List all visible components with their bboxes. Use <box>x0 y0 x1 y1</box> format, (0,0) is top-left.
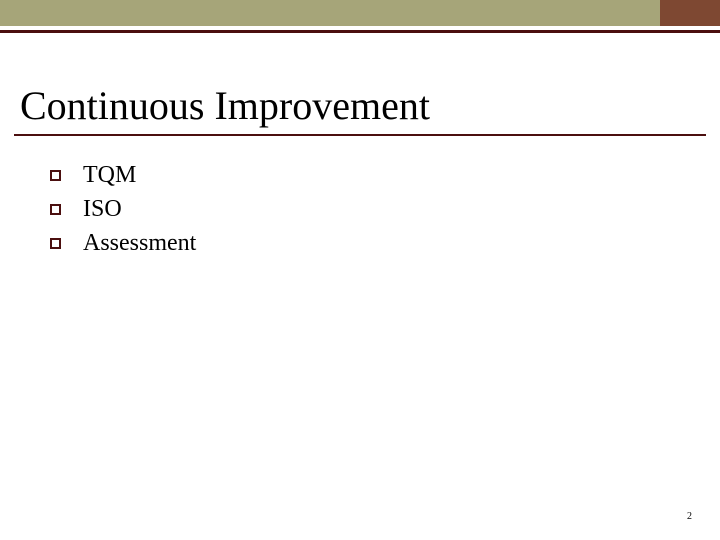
square-bullet-icon <box>50 238 61 249</box>
square-bullet-icon <box>50 170 61 181</box>
header-row-1-main <box>0 0 660 26</box>
list-item: ISO <box>50 192 196 226</box>
header-row-1-accent <box>660 0 720 26</box>
header-row-1 <box>0 0 720 26</box>
square-bullet-icon <box>50 204 61 215</box>
bullet-label: TQM <box>83 162 136 189</box>
bullet-label: ISO <box>83 196 122 223</box>
bullet-label: Assessment <box>83 230 196 257</box>
page-number: 2 <box>687 511 692 522</box>
decorative-header-bar <box>0 0 720 33</box>
list-item: Assessment <box>50 226 196 260</box>
list-item: TQM <box>50 158 196 192</box>
title-underline <box>14 134 706 136</box>
header-row-line <box>0 30 720 33</box>
bullet-list: TQM ISO Assessment <box>50 158 196 260</box>
slide-title: Continuous Improvement <box>20 82 430 129</box>
